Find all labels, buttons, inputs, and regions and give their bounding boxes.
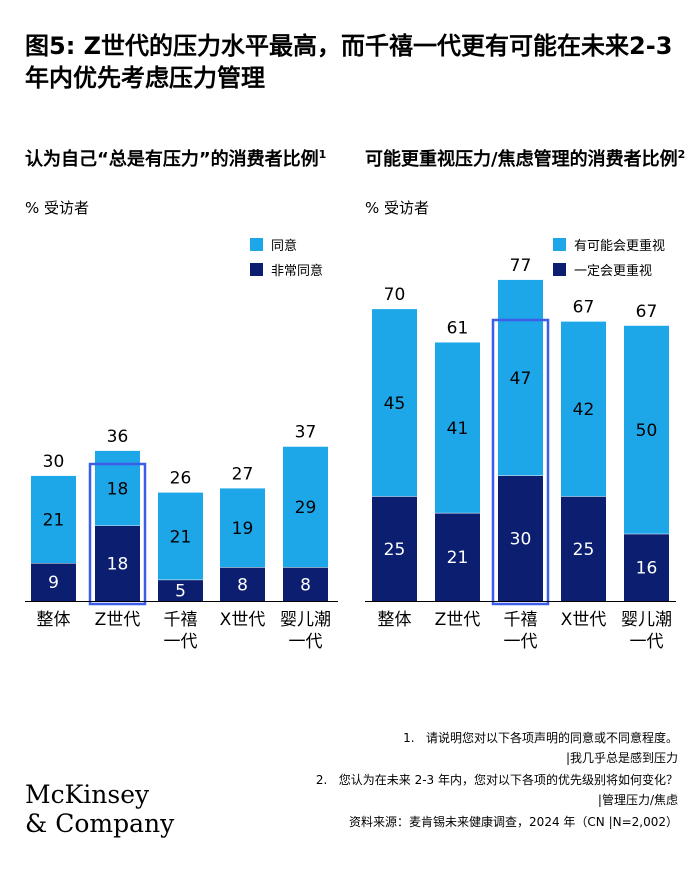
right-panel-subtitle: % 受访者: [365, 199, 430, 217]
left-panel-subtitle: % 受访者: [25, 199, 90, 217]
right-bar-light-label: 50: [636, 421, 658, 441]
left-bar-dark-label: 8: [237, 575, 248, 595]
legend-item-definitely: 一定会更重视: [553, 261, 665, 279]
right-bar-dark: [561, 496, 606, 601]
right-category-label: Z世代: [435, 610, 481, 630]
left-bar-light: [31, 475, 76, 564]
source-note: 资料来源：麦肯锡未来健康调查，2024 年（CN |N=2,002）: [349, 815, 678, 829]
logo-line-1: McKinsey: [25, 780, 150, 809]
right-bar-light: [561, 321, 606, 497]
right-bar-dark: [435, 513, 480, 601]
left-category-label: X世代: [220, 610, 266, 630]
footnote-2: 2. 您认为在未来 2-3 年内，您对以下各项的优先级别将如何变化？ |管理压力…: [315, 773, 678, 807]
left-bar-dark: [31, 563, 76, 601]
left-bar-dark-label: 18: [107, 554, 129, 574]
right-legend: 有可能会更重视 一定会更重视: [553, 236, 665, 286]
right-bar-dark-label: 30: [510, 529, 532, 549]
legend-swatch-light: [250, 238, 263, 251]
left-bar-light-label: 21: [170, 527, 192, 547]
left-bar-light: [220, 488, 265, 568]
left-bar-total-label: 36: [107, 427, 129, 447]
right-bar-total-label: 61: [447, 318, 469, 338]
legend-label: 有可能会更重视: [574, 239, 666, 254]
left-bar-light: [158, 492, 203, 581]
legend-swatch-dark: [553, 263, 566, 276]
legend-swatch-dark: [250, 263, 263, 276]
right-bar-dark: [498, 475, 543, 601]
mckinsey-logo: McKinsey & Company: [25, 780, 174, 838]
right-bar-dark-label: 21: [447, 548, 469, 568]
right-bar-total-label: 67: [636, 302, 658, 322]
right-bar-total-label: 67: [573, 298, 595, 318]
left-bar-dark: [283, 567, 328, 601]
left-bar-dark: [220, 567, 265, 601]
right-bar-total-label: 77: [510, 256, 532, 276]
left-bar-light-label: 29: [295, 498, 317, 518]
legend-item-strongly-agree: 非常同意: [250, 261, 324, 279]
left-bar-total-label: 37: [295, 423, 317, 443]
left-bar-light: [283, 446, 328, 568]
left-bar-dark-label: 5: [175, 582, 186, 602]
legend-item-agree: 同意: [250, 236, 323, 254]
left-category-label: 一代: [289, 632, 323, 652]
left-category-label: 婴儿潮: [280, 610, 331, 630]
right-bar-light: [498, 279, 543, 476]
right-panel-title: 可能更重视压力/焦虑管理的消费者比例2: [365, 148, 686, 170]
left-bar-total-label: 27: [232, 464, 254, 484]
right-bar-light-label: 42: [573, 400, 595, 420]
right-bar-total-label: 70: [384, 285, 406, 305]
legend-item-likely: 有可能会更重视: [553, 236, 666, 254]
left-bar-dark: [95, 525, 140, 601]
right-bar-light: [624, 325, 669, 535]
left-bar-total-label: 26: [170, 469, 192, 489]
right-bar-dark: [624, 534, 669, 601]
page-title: 图5: Z世代的压力水平最高，而千禧一代更有可能在未来2-3 年内优先考虑压力管…: [25, 32, 673, 92]
left-bar-dark-label: 9: [48, 573, 59, 593]
left-category-label: 一代: [164, 632, 198, 652]
left-bar-total-label: 30: [43, 452, 65, 472]
right-bar-light-label: 47: [510, 369, 532, 389]
right-bar-light-label: 45: [384, 394, 406, 414]
right-category-label: 一代: [630, 632, 664, 652]
right-bar-dark-label: 25: [573, 540, 595, 560]
left-bar-light-label: 19: [232, 519, 254, 539]
right-bar-dark: [372, 496, 417, 601]
right-highlight-box: [491, 318, 550, 606]
right-bar-light-label: 41: [447, 419, 469, 439]
left-highlight-box: [88, 462, 147, 606]
left-bar-dark-label: 8: [300, 575, 311, 595]
legend-swatch-light: [553, 238, 566, 251]
legend-label: 一定会更重视: [574, 264, 653, 279]
left-category-label: 整体: [37, 610, 71, 630]
right-category-label: 婴儿潮: [621, 610, 672, 630]
legend-label: 同意: [271, 239, 298, 254]
left-category-label: 千禧: [164, 610, 198, 630]
left-panel-title: 认为自己“总是有压力”的消费者比例1: [25, 148, 327, 170]
legend-label: 非常同意: [271, 264, 324, 279]
stacked-bar-charts: 21930整体181836Z世代21526千禧一代19827X世代29837婴儿…: [25, 256, 676, 652]
left-bar-dark: [158, 580, 203, 601]
logo-line-2: & Company: [25, 809, 175, 838]
right-category-label: 整体: [378, 610, 412, 630]
right-category-label: X世代: [561, 610, 607, 630]
left-category-label: Z世代: [95, 610, 141, 630]
left-bar-light-label: 18: [107, 479, 129, 499]
right-bar-light: [435, 342, 480, 514]
footnote-1: 1. 请说明您对以下各项声明的同意或不同意程度。 |我几乎总是感到压力: [403, 731, 678, 765]
left-bar-light-label: 21: [43, 511, 65, 531]
right-bar-dark-label: 16: [636, 559, 658, 579]
right-category-label: 千禧: [504, 610, 538, 630]
right-category-label: 一代: [504, 632, 538, 652]
right-bar-light: [372, 309, 417, 497]
right-bar-dark-label: 25: [384, 540, 406, 560]
left-legend: 同意 非常同意: [250, 236, 323, 286]
